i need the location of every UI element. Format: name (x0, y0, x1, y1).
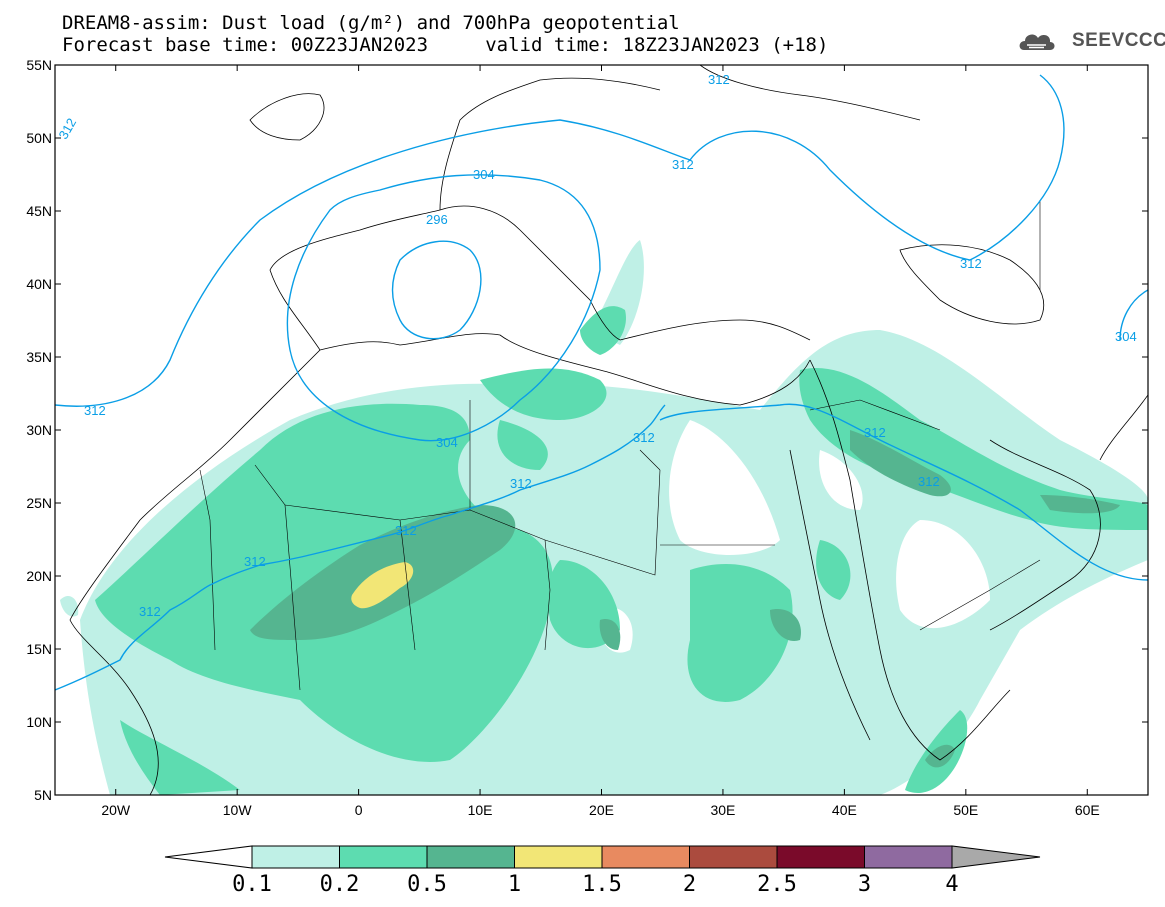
latitude-labels: 55N 50N 45N 40N 35N 30N 25N 20N 15N 10N 5N (26, 57, 52, 803)
latitude-label: 40N (26, 276, 52, 292)
latitude-label: 45N (26, 203, 52, 219)
contour-label: 304 (473, 167, 495, 182)
longitude-label: 30E (710, 802, 735, 818)
colorbar-upper-arrow (951, 845, 1041, 869)
contour-labels: 312 312 304 296 312 312 304 312 312 312 … (55, 72, 1136, 619)
longitude-labels: 20W 10W 0 10E 20E 30E 40E 50E 60E (101, 802, 1099, 818)
colorbar-label: 0.5 (407, 872, 447, 897)
latitude-label: 50N (26, 130, 52, 146)
latitude-label: 10N (26, 714, 52, 730)
longitude-label: 40E (832, 802, 857, 818)
latitude-label: 55N (26, 57, 52, 73)
contour-label: 312 (244, 554, 266, 569)
latitude-label: 5N (34, 787, 52, 803)
colorbar-label: 0.1 (232, 872, 272, 897)
colorbar-segment (689, 845, 778, 869)
colorbar-segment (864, 845, 953, 869)
colorbar-label: 2.5 (757, 872, 797, 897)
colorbar-label: 1.5 (582, 872, 622, 897)
contour-label: 312 (395, 523, 417, 538)
colorbar-segment (601, 845, 690, 869)
logo-text: SEEVCCC (1072, 30, 1165, 51)
colorbar-label: 0.2 (319, 872, 360, 897)
colorbar-lower-arrow (164, 845, 253, 869)
contour-label: 312 (960, 256, 982, 271)
map-subtitle: Forecast base time: 00Z23JAN2023 valid t… (62, 34, 829, 56)
contour-label: 312 (633, 430, 655, 445)
latitude-label: 20N (26, 568, 52, 584)
map-title: DREAM8-assim: Dust load (g/m²) and 700hP… (62, 12, 680, 34)
colorbar-label: 2 (682, 872, 697, 897)
longitude-label: 50E (953, 802, 978, 818)
coastlines (69, 65, 1148, 795)
latitude-label: 30N (26, 422, 52, 438)
longitude-label: 0 (355, 802, 363, 818)
longitude-label: 10W (223, 802, 253, 818)
colorbar-label: 1 (507, 872, 522, 897)
colorbar-segment (251, 845, 340, 869)
contour-label: 312 (84, 403, 106, 418)
contour-label: 312 (864, 425, 886, 440)
colorbar-segment (426, 845, 515, 869)
colorbar-segment (339, 845, 428, 869)
contour-label: 312 (918, 474, 940, 489)
contour-label: 312 (672, 157, 694, 172)
longitude-label: 60E (1075, 802, 1100, 818)
contour-label: 312 (708, 72, 730, 87)
colorbar-label: 3 (857, 872, 872, 897)
longitude-label: 20W (101, 802, 131, 818)
geopotential-contours (55, 74, 1148, 691)
latitude-label: 25N (26, 495, 52, 511)
contour-label: 304 (1115, 329, 1137, 344)
colorbar-segment (514, 845, 603, 869)
borders (199, 200, 1041, 691)
colorbar-label: 4 (945, 872, 959, 897)
contour-label: 304 (436, 435, 458, 450)
axis-ticks (55, 64, 1148, 796)
contour-label: 296 (426, 212, 448, 227)
longitude-label: 20E (589, 802, 614, 818)
latitude-label: 35N (26, 349, 52, 365)
latitude-label: 15N (26, 641, 52, 657)
contour-label: 312 (139, 604, 161, 619)
colorbar-segment (776, 845, 865, 869)
longitude-label: 10E (468, 802, 493, 818)
cloud-logo-icon (1019, 34, 1055, 50)
colorbar (164, 845, 1041, 869)
contour-label: 312 (510, 476, 532, 491)
dust-layer (60, 240, 1148, 795)
